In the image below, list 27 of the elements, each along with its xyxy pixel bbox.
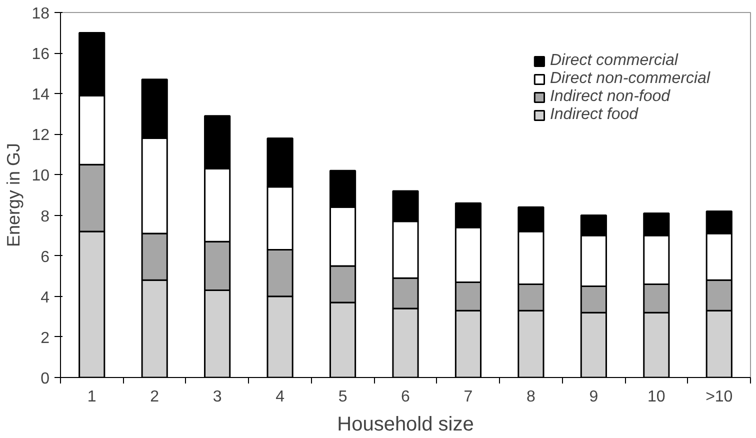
x-tick-label: 3 <box>212 388 222 406</box>
y-tick-label: 4 <box>40 289 50 306</box>
x-tick-label: 2 <box>150 388 160 406</box>
legend-label: Direct non-commercial <box>550 70 710 88</box>
x-tick-label: 10 <box>648 388 666 406</box>
legend-label: Indirect food <box>550 106 638 124</box>
y-tick-label: 2 <box>40 330 50 347</box>
y-tick-label: 6 <box>40 248 50 266</box>
x-tick-label: 6 <box>401 388 410 406</box>
y-tick-label: 18 <box>32 6 50 22</box>
y-tick-label: 16 <box>32 46 50 64</box>
y-tick-label: 14 <box>32 86 50 104</box>
x-tick-label: >10 <box>706 388 733 406</box>
x-axis-title: Household size <box>337 414 474 436</box>
x-tick-label: 7 <box>464 388 473 406</box>
legend-label: Direct commercial <box>550 52 678 70</box>
x-tick-label: 9 <box>589 388 598 406</box>
y-tick-label: 10 <box>32 168 50 185</box>
legend-label: Indirect non-food <box>550 88 670 106</box>
y-tick-label: 12 <box>32 127 50 144</box>
x-tick-label: 4 <box>276 388 285 406</box>
x-tick-label: 8 <box>526 388 536 406</box>
y-tick-label: 0 <box>40 370 50 388</box>
x-tick-label: 1 <box>87 388 96 406</box>
y-axis-title: Energy in GJ <box>4 142 24 248</box>
x-tick-label: 5 <box>338 388 348 406</box>
y-tick-label: 8 <box>40 208 50 226</box>
